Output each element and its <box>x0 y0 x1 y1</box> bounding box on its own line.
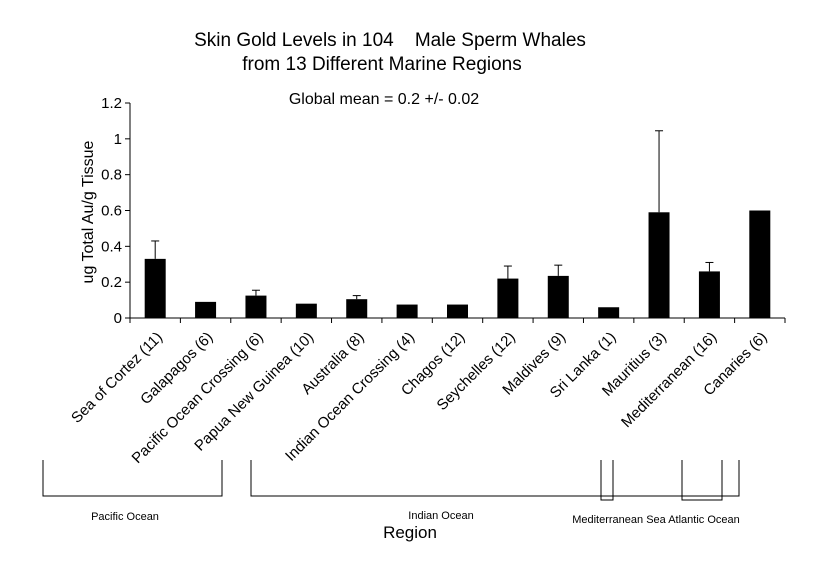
x-tick-label: Sea of Cortez (11) <box>68 329 166 427</box>
y-tick-label: 0.6 <box>101 203 122 220</box>
group-label: Pacific Ocean <box>91 511 159 523</box>
x-tick-labels: Sea of Cortez (11)Galapagos (6)Pacific O… <box>68 329 771 467</box>
x-axis-label: Region <box>383 523 437 542</box>
bar <box>295 303 317 318</box>
axes: 0 0.2 0.4 0.6 0.8 1 1.2 <box>101 95 786 327</box>
bar <box>547 275 569 318</box>
bar <box>749 210 771 318</box>
bar <box>245 295 267 318</box>
chart-title-line2: from 13 Different Marine Regions <box>242 54 522 75</box>
bars-group <box>144 130 771 318</box>
group-bracket <box>42 460 223 497</box>
group-bracket <box>600 460 614 501</box>
group-label: Indian Ocean <box>408 510 473 522</box>
bar <box>598 307 620 318</box>
bar <box>447 304 468 318</box>
bar <box>698 271 720 318</box>
chart-title-line1: Skin Gold Levels in 104 Male Sperm Whale… <box>194 30 586 51</box>
region-group-brackets: Pacific Ocean Indian Ocean Mediterranean S… <box>42 460 740 526</box>
bar <box>497 278 519 318</box>
group-bracket <box>681 460 723 501</box>
y-tick-label: 1.2 <box>101 95 122 112</box>
y-axis-label: ug Total Au/g Tissue <box>80 140 97 283</box>
y-tick-label: 0.8 <box>101 167 122 184</box>
chart-subtitle: Global mean = 0.2 +/- 0.02 <box>289 91 479 108</box>
bar <box>648 212 670 318</box>
group-label: Atlantic Ocean <box>668 514 740 526</box>
y-tick-label: 0 <box>114 310 122 327</box>
bar <box>144 258 166 318</box>
bar <box>346 299 368 318</box>
x-tick-label: Mediterranean (16) <box>618 329 720 431</box>
y-tick-label: 1 <box>114 131 122 148</box>
y-tick-label: 0.4 <box>101 238 122 255</box>
group-label: Mediterranean Sea <box>572 514 666 526</box>
bar <box>396 304 418 318</box>
y-tick-label: 0.2 <box>101 274 122 291</box>
group-bracket <box>250 460 740 497</box>
bar <box>195 301 217 318</box>
